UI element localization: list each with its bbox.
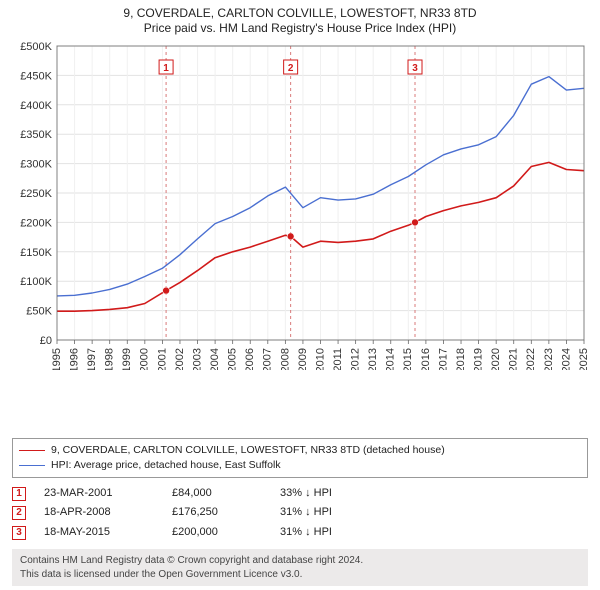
event-row-3: 3 18-MAY-2015 £200,000 31% ↓ HPI (12, 523, 588, 543)
svg-text:2004: 2004 (209, 348, 221, 370)
svg-text:£150K: £150K (20, 247, 52, 259)
svg-text:2002: 2002 (174, 348, 186, 370)
price-chart: £0 £50K £100K £150K £200K £250K £300K £350K £400… (10, 40, 590, 370)
event-marker-1: 1 (12, 487, 26, 501)
svg-text:2012: 2012 (350, 348, 362, 370)
footnote-line-2: This data is licensed under the Open Gov… (20, 568, 580, 582)
svg-text:1997: 1997 (86, 348, 98, 370)
svg-text:2005: 2005 (227, 348, 239, 370)
svg-text:£400K: £400K (20, 100, 52, 112)
chart-title-block: 9, COVERDALE, CARLTON COLVILLE, LOWESTOF… (10, 6, 590, 36)
svg-text:2010: 2010 (314, 348, 326, 370)
svg-text:2009: 2009 (297, 348, 309, 370)
svg-text:1: 1 (163, 63, 169, 74)
svg-text:1996: 1996 (68, 348, 80, 370)
svg-text:2007: 2007 (262, 348, 274, 370)
legend-swatch-hpi (19, 465, 45, 466)
svg-text:2008: 2008 (279, 348, 291, 370)
svg-text:2015: 2015 (402, 348, 414, 370)
event-price-2: £176,250 (172, 503, 262, 523)
svg-text:2014: 2014 (385, 348, 397, 370)
svg-text:2: 2 (288, 63, 294, 74)
svg-text:2011: 2011 (332, 348, 344, 370)
svg-text:£0: £0 (40, 335, 52, 347)
svg-text:2018: 2018 (455, 348, 467, 370)
legend-label-property: 9, COVERDALE, CARLTON COLVILLE, LOWESTOF… (51, 443, 445, 458)
svg-text:2025: 2025 (578, 348, 590, 370)
event-pct-2: 31% ↓ HPI (280, 503, 332, 523)
event-row-1: 1 23-MAR-2001 £84,000 33% ↓ HPI (12, 484, 588, 504)
svg-text:2020: 2020 (490, 348, 502, 370)
svg-text:2021: 2021 (508, 348, 520, 370)
svg-text:£50K: £50K (26, 306, 52, 318)
svg-text:£100K: £100K (20, 276, 52, 288)
svg-text:2013: 2013 (367, 348, 379, 370)
event-marker-2: 2 (12, 506, 26, 520)
event-price-1: £84,000 (172, 484, 262, 504)
chart-area: £0 £50K £100K £150K £200K £250K £300K £350K £400… (10, 40, 590, 432)
svg-text:1999: 1999 (121, 348, 133, 370)
svg-text:2024: 2024 (560, 348, 572, 370)
footnote-line-1: Contains HM Land Registry data © Crown c… (20, 554, 580, 568)
svg-text:2017: 2017 (437, 348, 449, 370)
event-date-2: 18-APR-2008 (44, 503, 154, 523)
event-date-3: 18-MAY-2015 (44, 523, 154, 543)
legend-label-hpi: HPI: Average price, detached house, East… (51, 458, 281, 473)
svg-text:2023: 2023 (543, 348, 555, 370)
svg-text:2000: 2000 (139, 348, 151, 370)
event-price-3: £200,000 (172, 523, 262, 543)
svg-text:£300K: £300K (20, 159, 52, 171)
svg-text:2016: 2016 (420, 348, 432, 370)
svg-text:3: 3 (412, 63, 418, 74)
svg-text:£200K: £200K (20, 217, 52, 229)
svg-text:2019: 2019 (473, 348, 485, 370)
event-pct-3: 31% ↓ HPI (280, 523, 332, 543)
legend: 9, COVERDALE, CARLTON COLVILLE, LOWESTOF… (12, 438, 588, 477)
legend-item-hpi: HPI: Average price, detached house, East… (19, 458, 581, 473)
event-marker-3: 3 (12, 526, 26, 540)
event-date-1: 23-MAR-2001 (44, 484, 154, 504)
svg-text:2001: 2001 (156, 348, 168, 370)
svg-text:£250K: £250K (20, 188, 52, 200)
svg-text:£350K: £350K (20, 129, 52, 141)
legend-item-property: 9, COVERDALE, CARLTON COLVILLE, LOWESTOF… (19, 443, 581, 458)
svg-text:2022: 2022 (525, 348, 537, 370)
svg-text:£450K: £450K (20, 70, 52, 82)
footnote: Contains HM Land Registry data © Crown c… (12, 549, 588, 586)
event-pct-1: 33% ↓ HPI (280, 484, 332, 504)
title-line-2: Price paid vs. HM Land Registry's House … (10, 21, 590, 36)
svg-text:£500K: £500K (20, 41, 52, 53)
legend-swatch-property (19, 450, 45, 451)
event-row-2: 2 18-APR-2008 £176,250 31% ↓ HPI (12, 503, 588, 523)
svg-text:1995: 1995 (51, 348, 63, 370)
svg-text:2006: 2006 (244, 348, 256, 370)
svg-text:2003: 2003 (191, 348, 203, 370)
events-table: 1 23-MAR-2001 £84,000 33% ↓ HPI 2 18-APR… (12, 484, 588, 543)
title-line-1: 9, COVERDALE, CARLTON COLVILLE, LOWESTOF… (10, 6, 590, 21)
svg-text:1998: 1998 (104, 348, 116, 370)
